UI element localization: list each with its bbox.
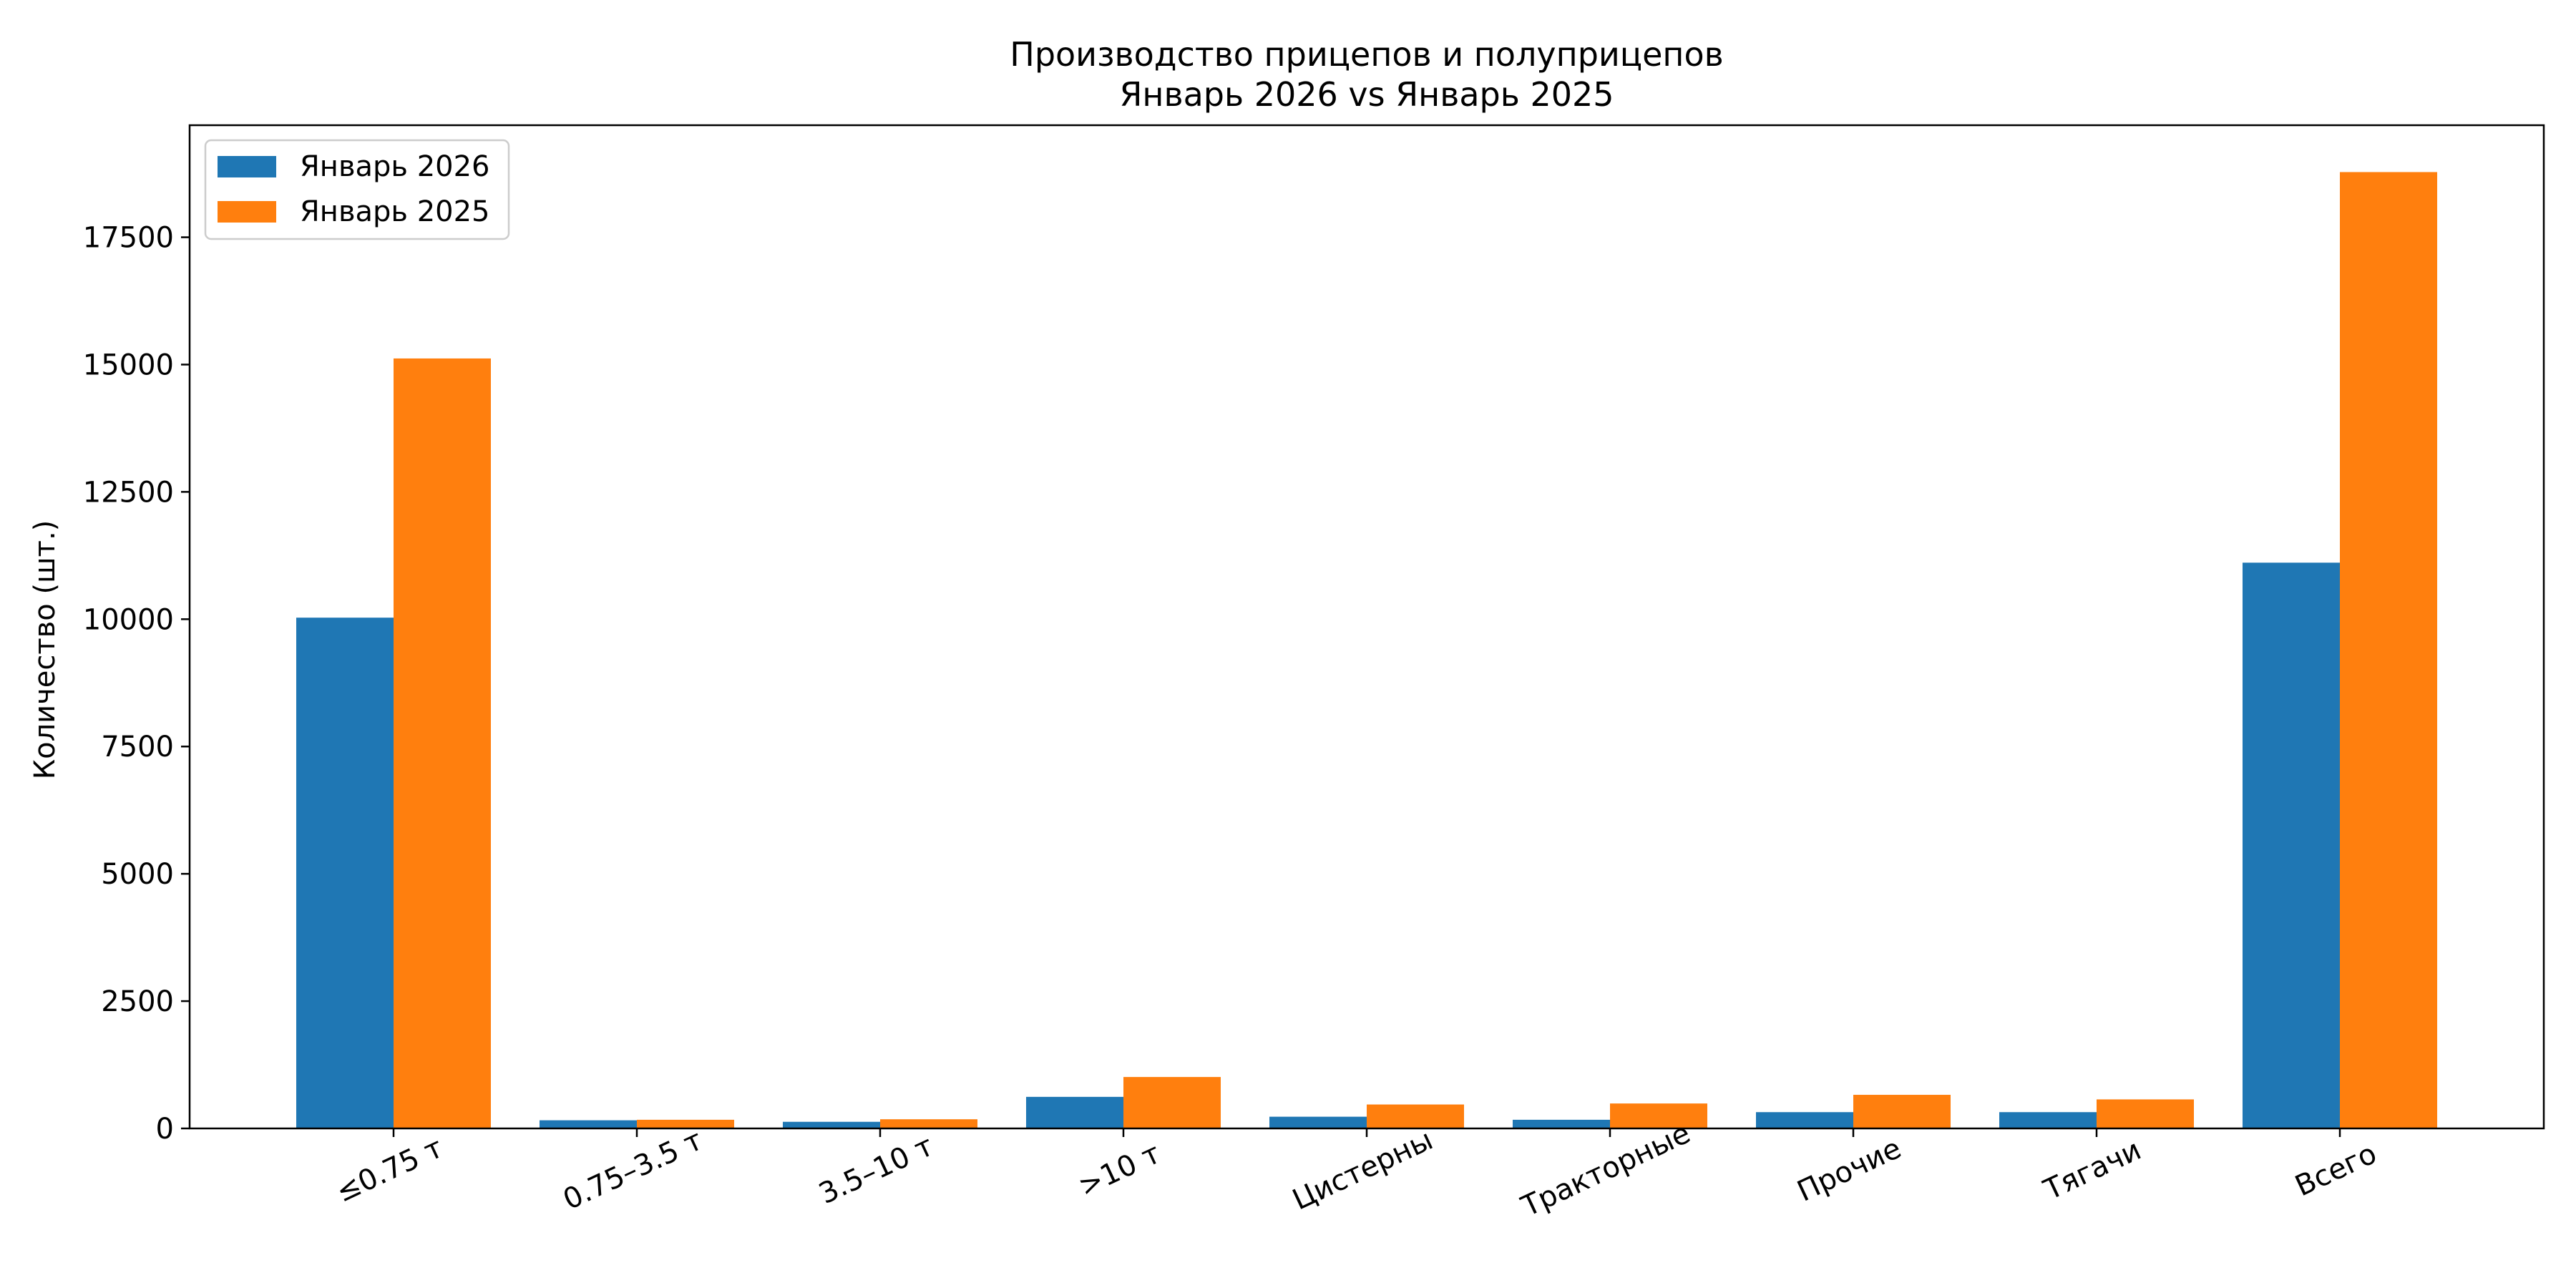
bar-series-0	[783, 1121, 880, 1128]
bar-series-0	[1999, 1112, 2097, 1128]
x-tick-label: Цистерны	[1288, 1123, 1438, 1216]
bar-series-0	[2243, 562, 2340, 1128]
x-tick-label: Тракторные	[1516, 1117, 1696, 1224]
bar-series-0	[540, 1120, 637, 1128]
x-tick-label: Всего	[2290, 1137, 2382, 1203]
bar-series-0	[1026, 1096, 1123, 1128]
bar-series-0	[296, 618, 394, 1128]
bar-series-1	[1853, 1095, 1951, 1128]
bar-series-1	[2097, 1099, 2194, 1128]
plot-frame	[188, 124, 2545, 1130]
chart-title: Производство прицепов и полуприцепов	[1010, 35, 1724, 74]
y-tick-label: 2500	[101, 985, 174, 1018]
y-tick-label: 12500	[83, 476, 174, 509]
bar-series-0	[1756, 1112, 1853, 1128]
x-tick-label: 3.5–10 т	[814, 1129, 939, 1211]
x-tick-label: 0.75–3.5 т	[558, 1123, 708, 1216]
legend-label-1: Январь 2025	[300, 195, 490, 228]
bar-series-0	[1513, 1119, 1610, 1128]
x-tick-label: Прочие	[1792, 1132, 1906, 1209]
legend-box	[204, 139, 510, 240]
y-tick-label: 5000	[101, 858, 174, 891]
y-tick-label: 17500	[83, 222, 174, 255]
bar-series-1	[637, 1119, 734, 1128]
legend-label-0: Январь 2026	[300, 150, 490, 183]
legend: Январь 2026 Январь 2025	[204, 139, 510, 240]
bar-series-0	[1269, 1116, 1367, 1128]
bar-series-1	[2340, 172, 2437, 1128]
bar-series-1	[1610, 1103, 1707, 1128]
x-tick-label: Тягачи	[2039, 1133, 2147, 1207]
y-tick-label: 10000	[83, 603, 174, 636]
y-axis-label: Количество (шт.)	[29, 520, 62, 780]
y-tick-label: 15000	[83, 348, 174, 381]
x-tick-label: ≤0.75 т	[331, 1131, 448, 1209]
bar-series-1	[394, 358, 491, 1128]
legend-swatch-1	[218, 201, 276, 223]
x-tick-label: >10 т	[1073, 1137, 1166, 1204]
bar-series-1	[1123, 1077, 1221, 1128]
plot-area: 0 2500 5000 7500 10000 12500 15000 17500 ≤0.75 т…	[83, 172, 2437, 1224]
chart-subtitle: Январь 2026 vs Январь 2025	[1119, 75, 1614, 114]
bar-series-1	[880, 1119, 977, 1128]
bar-series-1	[1367, 1104, 1464, 1128]
y-tick-label: 0	[156, 1113, 174, 1146]
y-tick-label: 7500	[101, 731, 174, 763]
legend-swatch-0	[218, 156, 276, 177]
